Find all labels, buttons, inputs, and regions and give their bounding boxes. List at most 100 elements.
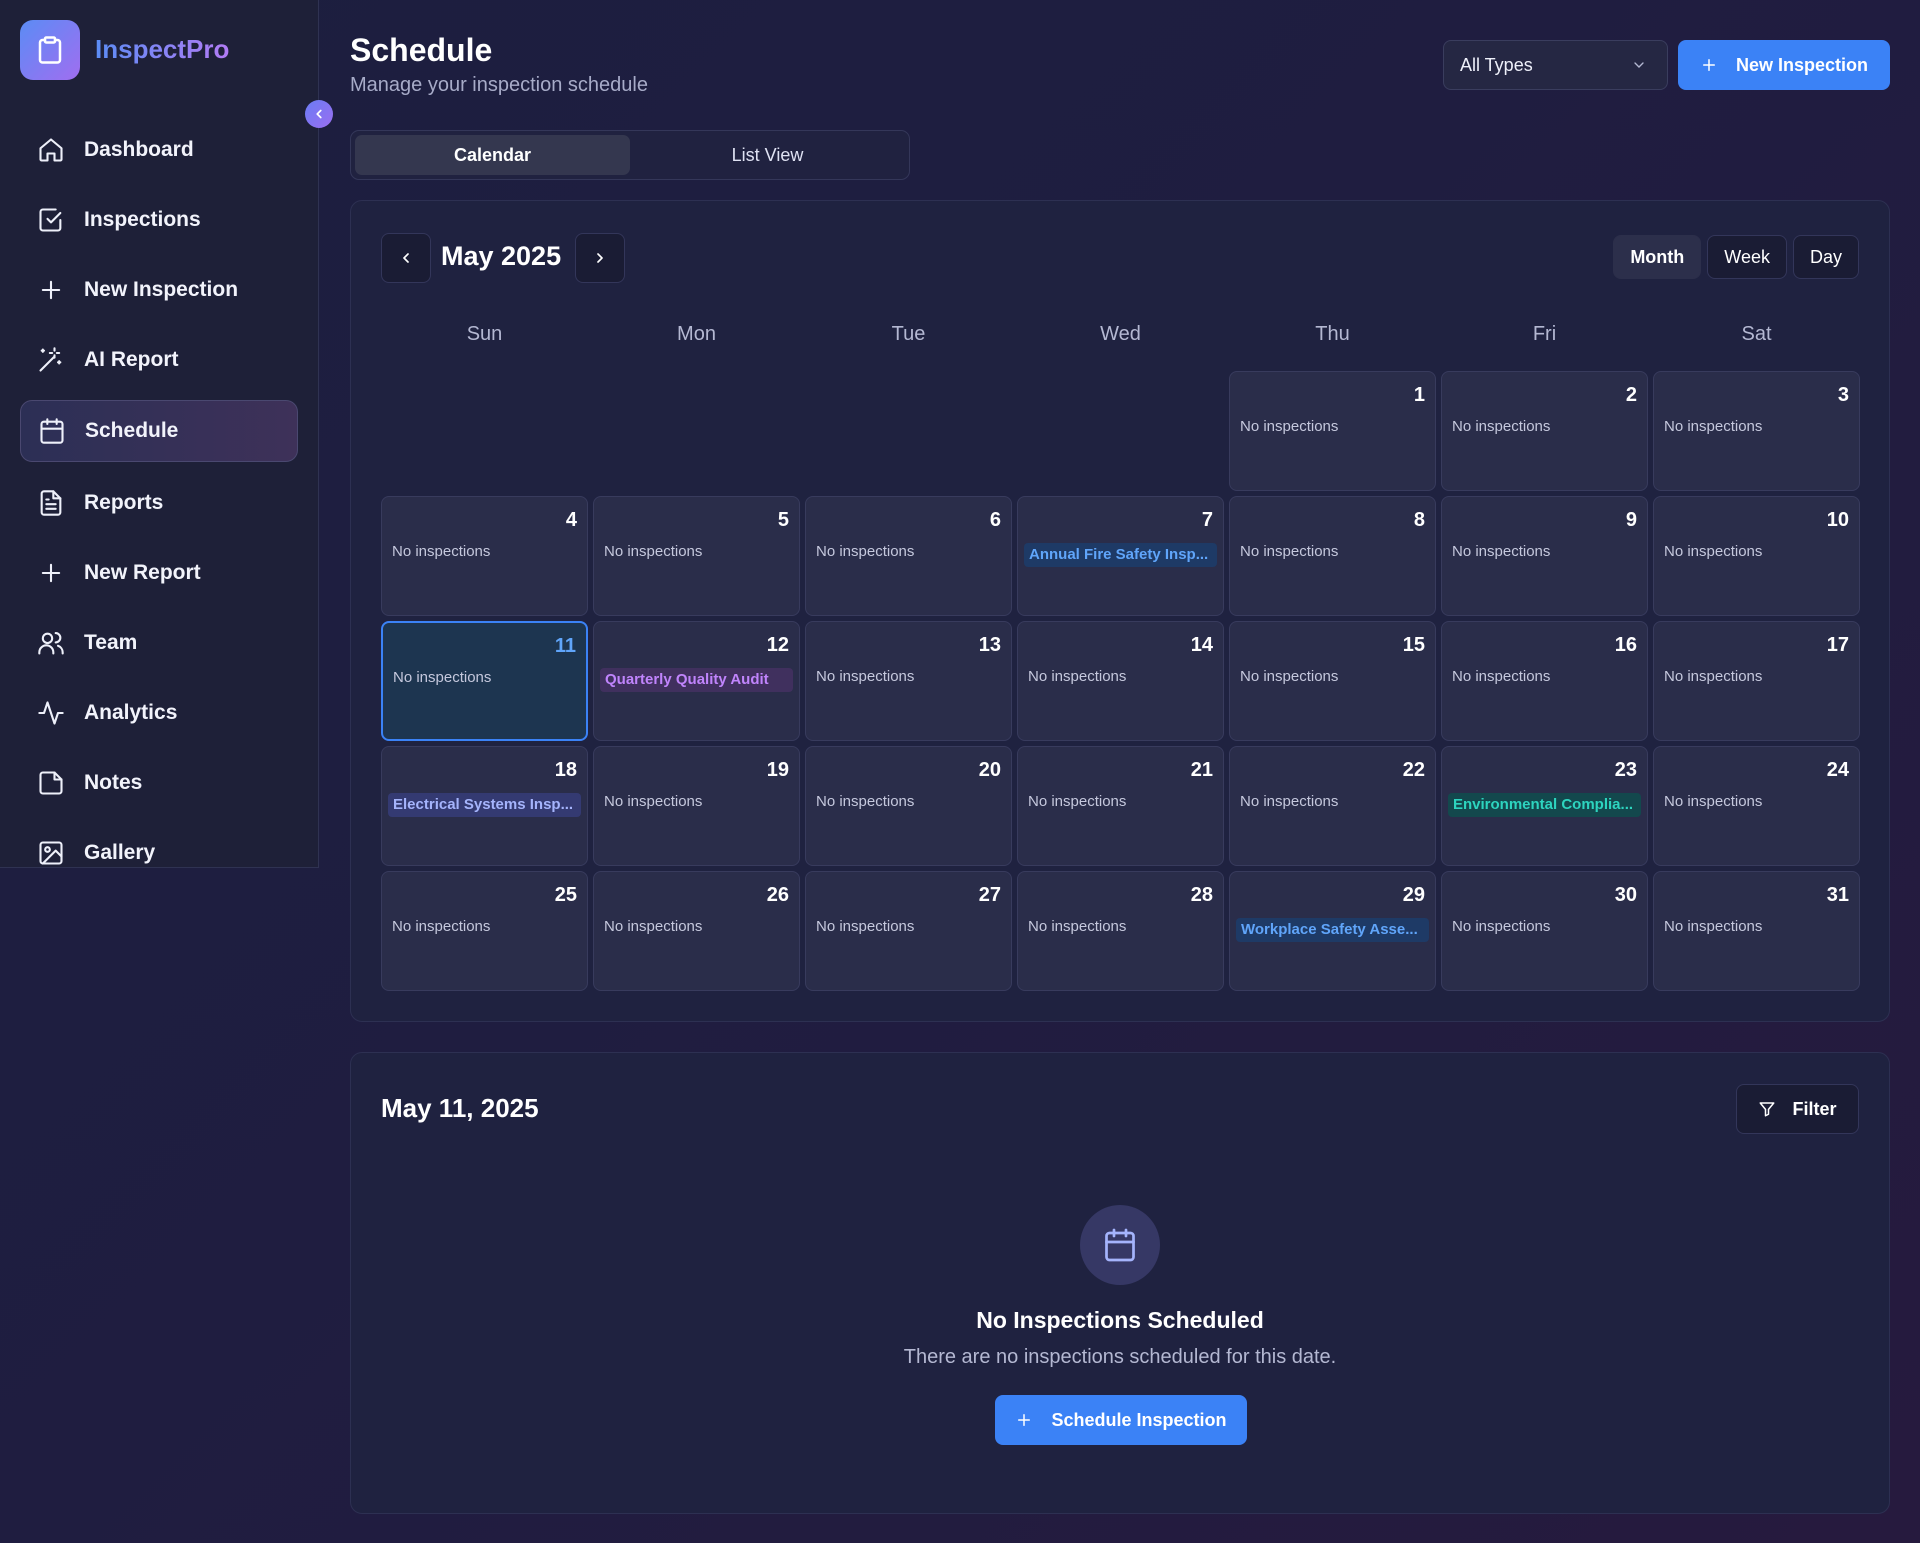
calendar-day-cell[interactable]: 15 No inspections [1229,621,1436,741]
clipboard-logo-icon [20,20,80,80]
home-icon [36,135,66,165]
no-inspections-text: No inspections [392,543,491,560]
calendar-day-cell[interactable]: 26 No inspections [593,871,800,991]
no-inspections-text: No inspections [1452,918,1551,935]
sidebar-item-ai-report[interactable]: AI Report [20,329,298,391]
day-number: 6 [989,509,1001,531]
day-number: 8 [1413,509,1425,531]
calendar-event[interactable]: Quarterly Quality Audit [600,668,793,692]
calendar-day-cell[interactable]: 23 Environmental Complia... [1441,746,1648,866]
sidebar-item-gallery[interactable]: Gallery [20,822,298,884]
weekday-wed: Wed [1100,323,1141,345]
calendar-empty-icon [1080,1205,1160,1285]
calendar-card: May 2025 Month Week Day Sun Mon Tue Wed Thu Fri… [350,200,1890,1022]
sidebar-item-label: New Report [84,561,201,584]
calendar-day-cell[interactable]: 24 No inspections [1653,746,1860,866]
no-inspections-text: No inspections [1664,543,1763,560]
range-tab-day[interactable]: Day [1792,235,1859,279]
schedule-inspection-button[interactable]: Schedule Inspection [995,1395,1247,1445]
sidebar-item-new-inspection[interactable]: New Inspection [20,259,298,321]
sidebar-item-dashboard[interactable]: Dashboard [20,119,298,181]
collapse-sidebar-button[interactable] [305,100,333,128]
calendar-day-cell[interactable]: 8 No inspections [1229,496,1436,616]
next-month-button[interactable] [575,233,625,283]
calendar-day-cell[interactable]: 6 No inspections [805,496,1012,616]
month-title: May 2025 [441,241,562,271]
day-detail-card: May 11, 2025 Filter No Inspections Sched… [350,1052,1890,1514]
tab-list-view[interactable]: List View [731,144,804,165]
calendar-day-cell[interactable]: 28 No inspections [1017,871,1224,991]
note-icon [36,768,66,798]
no-inspections-text: No inspections [604,543,703,560]
range-tabs: Month Week Day [1613,235,1859,279]
calendar-day-cell[interactable]: 14 No inspections [1017,621,1224,741]
selected-date-title: May 11, 2025 [381,1093,539,1123]
calendar-day-cell[interactable]: 2 No inspections [1441,371,1648,491]
no-inspections-text: No inspections [1452,668,1551,685]
day-number: 10 [1826,509,1849,531]
sidebar-item-team[interactable]: Team [20,612,298,674]
calendar-day-cell[interactable]: 22 No inspections [1229,746,1436,866]
new-inspection-button[interactable]: New Inspection [1678,40,1890,90]
no-inspections-text: No inspections [816,918,915,935]
calendar-day-cell[interactable]: 10 No inspections [1653,496,1860,616]
day-number: 27 [978,884,1001,906]
calendar-day-cell[interactable]: 12 Quarterly Quality Audit [593,621,800,741]
type-filter-select[interactable]: All Types [1443,40,1668,90]
document-icon [36,488,66,518]
calendar-event[interactable]: Annual Fire Safety Insp... [1024,543,1217,567]
sidebar-item-label: AI Report [84,348,179,371]
calendar-day-cell[interactable]: 3 No inspections [1653,371,1860,491]
range-tab-month[interactable]: Month [1613,235,1702,279]
sidebar-item-new-report[interactable]: New Report [20,542,298,604]
sidebar-item-notes[interactable]: Notes [20,752,298,814]
calendar-day-cell[interactable]: 9 No inspections [1441,496,1648,616]
calendar-day-cell[interactable]: 7 Annual Fire Safety Insp... [1017,496,1224,616]
no-inspections-text: No inspections [816,793,915,810]
image-icon [36,838,66,868]
no-inspections-text: No inspections [393,669,492,686]
calendar-event[interactable]: Environmental Complia... [1448,793,1641,817]
sidebar-item-reports[interactable]: Reports [20,472,298,534]
magic-wand-icon [36,345,66,375]
no-inspections-text: No inspections [816,668,915,685]
filter-icon [1759,1102,1775,1117]
plus-icon [1702,59,1715,71]
sidebar-item-label: Dashboard [84,138,194,161]
day-number: 19 [766,759,789,781]
no-inspections-text: No inspections [1240,543,1339,560]
calendar-day-cell[interactable]: 16 No inspections [1441,621,1648,741]
calendar-icon [37,416,67,446]
no-inspections-text: No inspections [392,918,491,935]
calendar-day-cell[interactable]: 29 Workplace Safety Asse... [1229,871,1436,991]
calendar-day-cell[interactable]: 21 No inspections [1017,746,1224,866]
calendar-day-cell[interactable]: 11 No inspections [381,621,588,741]
calendar-day-cell[interactable]: 27 No inspections [805,871,1012,991]
calendar-day-cell[interactable]: 31 No inspections [1653,871,1860,991]
calendar-day-cell[interactable]: 5 No inspections [593,496,800,616]
day-number: 24 [1826,759,1849,781]
calendar-day-cell[interactable]: 13 No inspections [805,621,1012,741]
filter-button[interactable]: Filter [1736,1084,1859,1134]
day-number: 21 [1190,759,1213,781]
calendar-day-cell[interactable]: 20 No inspections [805,746,1012,866]
sidebar-item-label: Notes [84,771,143,794]
calendar-event[interactable]: Workplace Safety Asse... [1236,918,1429,942]
sidebar-item-schedule[interactable]: Schedule [20,400,298,462]
calendar-day-cell[interactable]: 25 No inspections [381,871,588,991]
calendar-day-cell[interactable]: 1 No inspections [1229,371,1436,491]
calendar-day-cell[interactable]: 17 No inspections [1653,621,1860,741]
day-number: 14 [1190,634,1213,656]
calendar-event[interactable]: Electrical Systems Insp... [388,793,581,817]
day-number: 23 [1614,759,1637,781]
empty-state-title: No Inspections Scheduled [976,1307,1264,1333]
calendar-day-cell[interactable]: 4 No inspections [381,496,588,616]
range-tab-week[interactable]: Week [1707,235,1787,279]
sidebar-item-analytics[interactable]: Analytics [20,682,298,744]
calendar-day-cell[interactable]: 18 Electrical Systems Insp... [381,746,588,866]
prev-month-button[interactable] [381,233,431,283]
calendar-day-cell[interactable]: 30 No inspections [1441,871,1648,991]
sidebar-item-inspections[interactable]: Inspections [20,189,298,251]
calendar-day-cell[interactable]: 19 No inspections [593,746,800,866]
tab-calendar[interactable]: Calendar [355,135,630,175]
